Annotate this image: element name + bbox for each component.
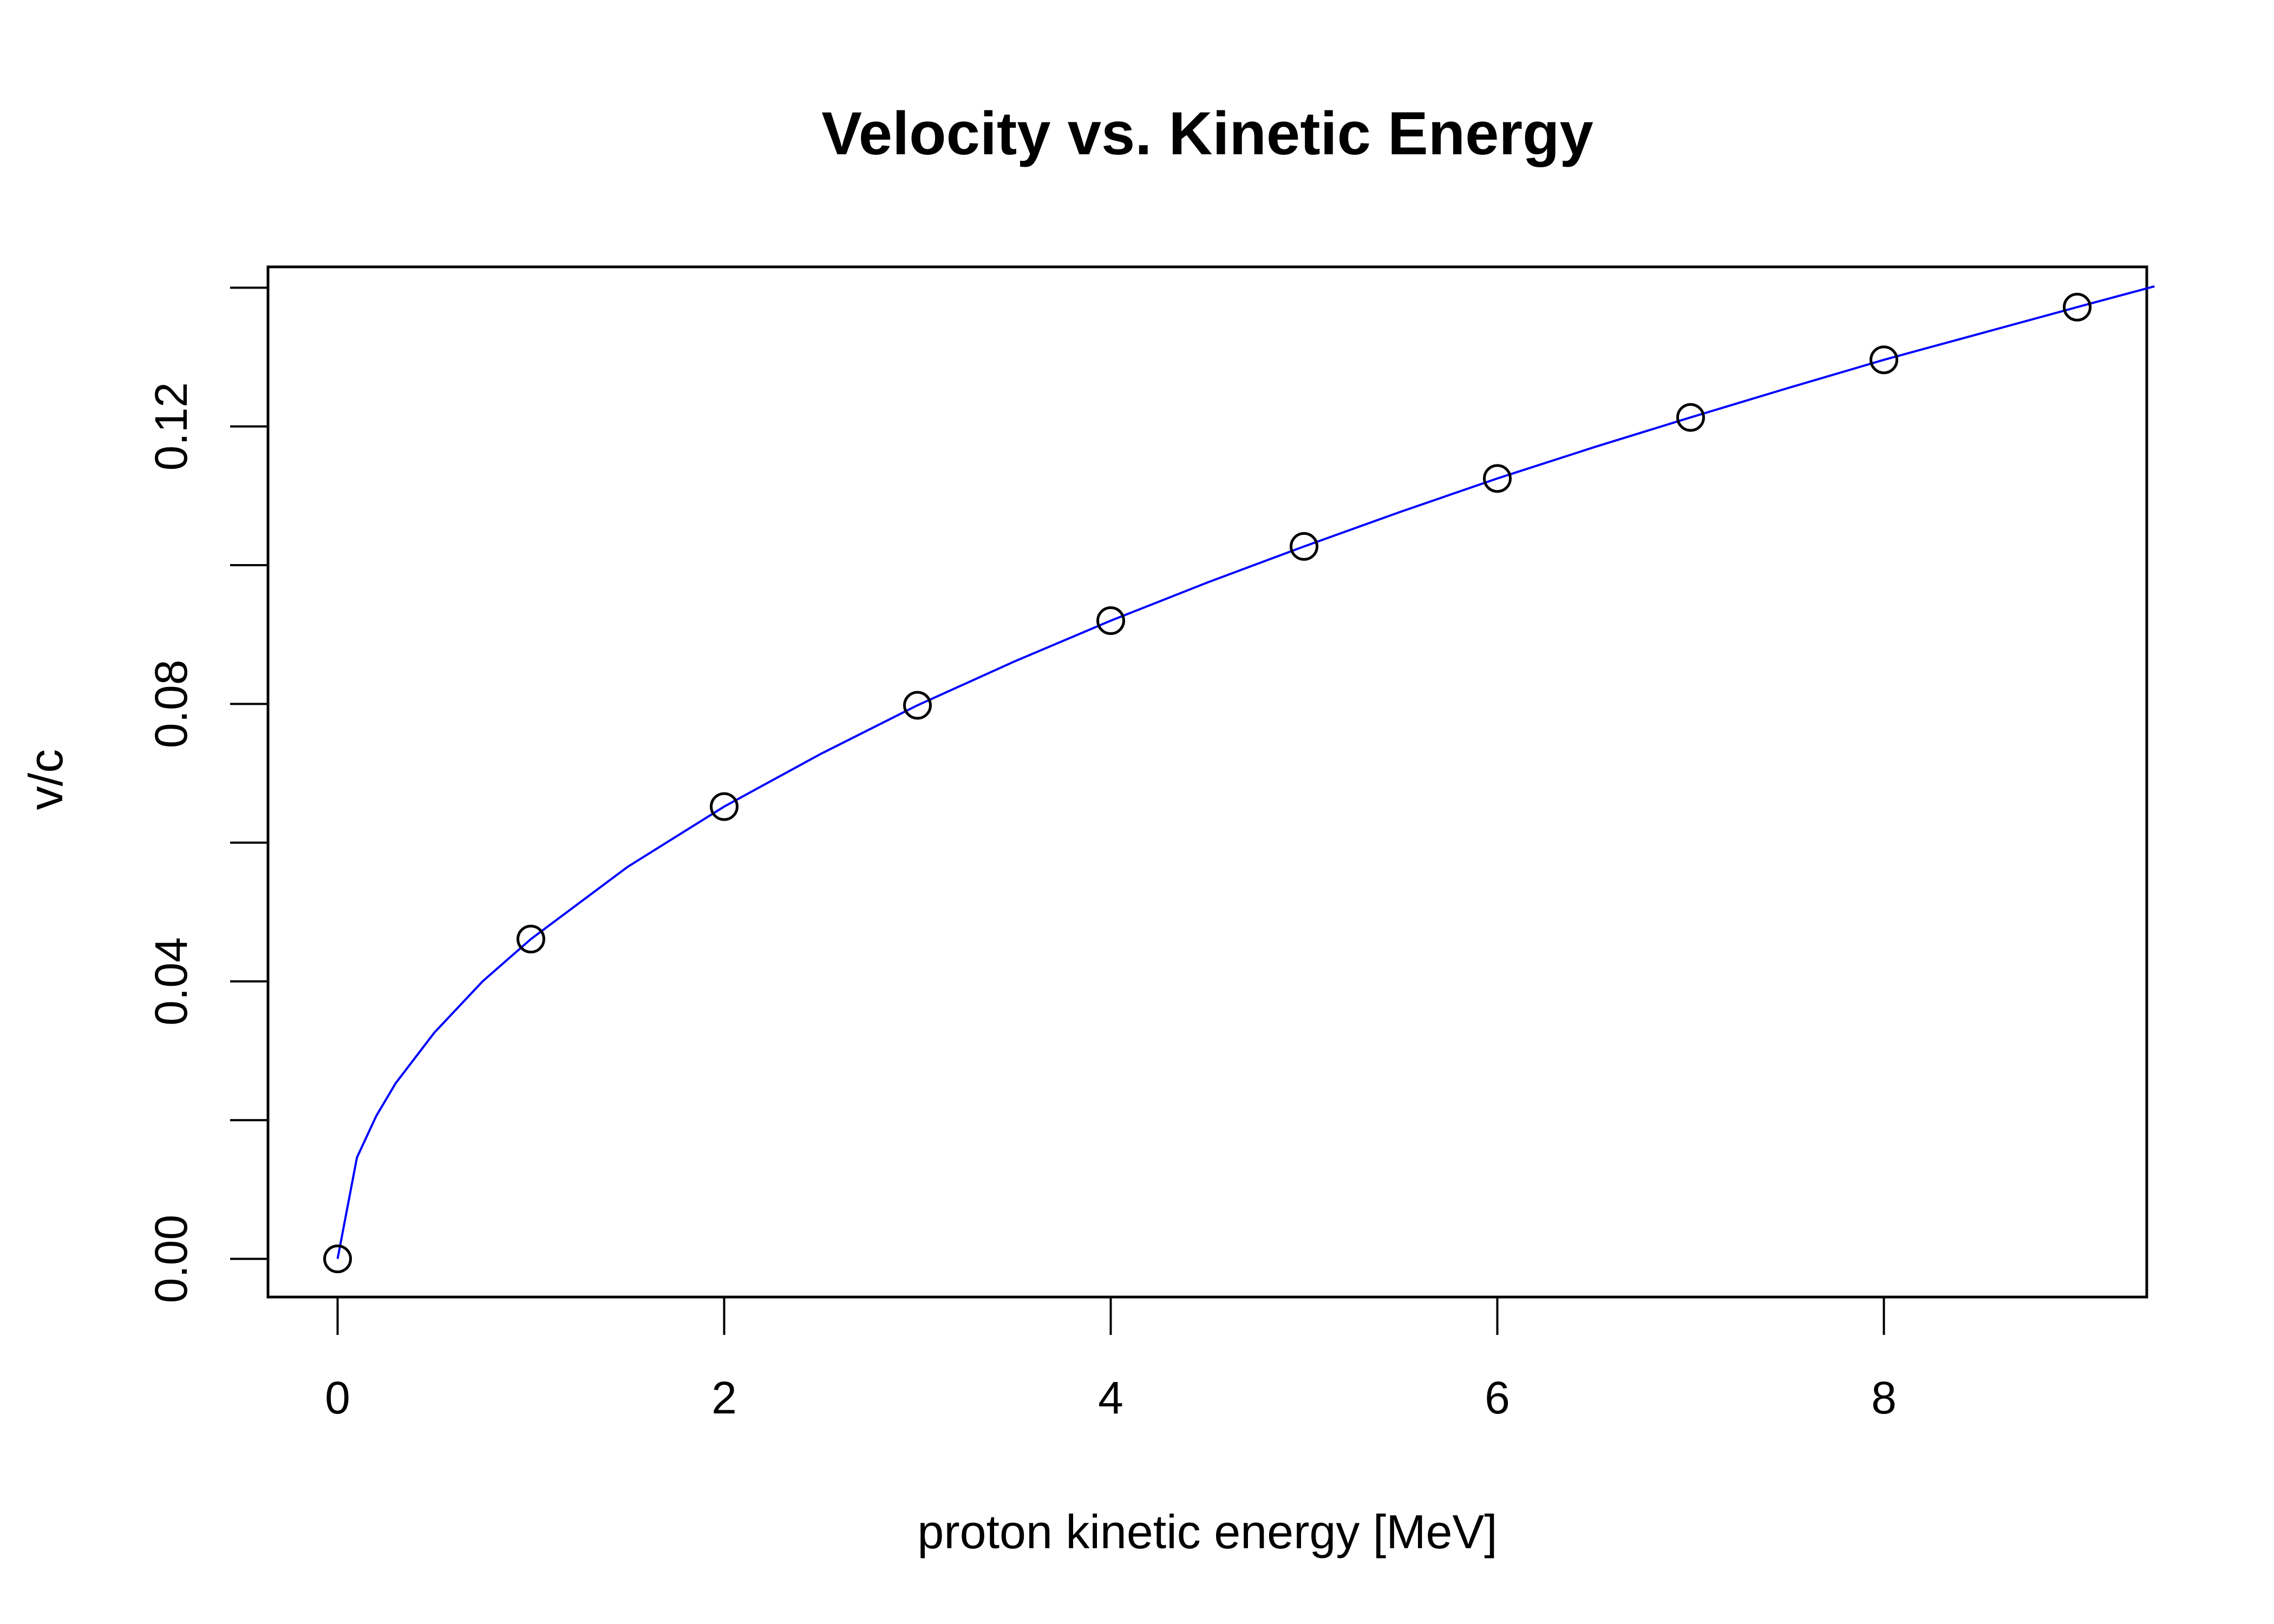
x-tick-label: 2 — [711, 1372, 737, 1423]
y-axis: 0.00 0.04 0.08 0.12 — [146, 286, 269, 1304]
data-point — [903, 691, 932, 720]
y-tick-label: 0.00 — [146, 1215, 197, 1304]
plot-frame — [266, 265, 2148, 1299]
x-axis-label: proton kinetic energy [MeV] — [917, 1505, 1497, 1558]
data-point — [323, 1245, 352, 1274]
data-point — [2062, 292, 2092, 322]
data-point — [1869, 345, 1898, 375]
data-point — [710, 792, 739, 821]
data-point — [1096, 606, 1126, 636]
x-tick-label: 8 — [1871, 1372, 1897, 1423]
fit-curve — [336, 285, 2155, 1259]
x-tick-label: 6 — [1485, 1372, 1510, 1423]
y-axis-label: v/c — [19, 749, 73, 810]
series — [323, 285, 2155, 1274]
data-point — [1289, 532, 1318, 561]
data-point — [517, 925, 546, 954]
data-point — [1676, 403, 1705, 432]
x-tick-label: 4 — [1098, 1372, 1123, 1423]
x-tick-label: 0 — [325, 1372, 350, 1423]
y-tick-label: 0.04 — [146, 937, 197, 1026]
x-axis: 0 2 4 6 8 — [325, 1296, 1897, 1423]
data-point — [1482, 464, 1512, 493]
y-tick-label: 0.08 — [146, 660, 197, 749]
y-tick-label: 0.12 — [146, 382, 197, 471]
chart-title: Velocity vs. Kinetic Energy — [821, 100, 1593, 167]
